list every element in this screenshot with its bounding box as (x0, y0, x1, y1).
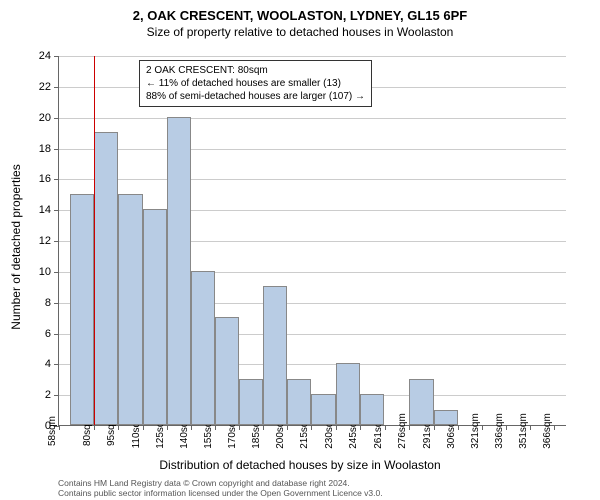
y-tick (54, 118, 59, 119)
histogram-bar (143, 209, 167, 425)
x-tick-label: 351sqm (518, 413, 529, 449)
x-tick-label: 58sqm (47, 416, 58, 446)
x-tick (59, 425, 60, 430)
histogram-bar (360, 394, 384, 425)
x-tick (360, 425, 361, 430)
y-axis-title: Number of detached properties (9, 164, 23, 329)
y-tick-label: 24 (39, 50, 51, 62)
x-tick (167, 425, 168, 430)
x-tick (482, 425, 483, 430)
histogram-bar (191, 271, 215, 425)
histogram-bar (94, 132, 118, 425)
histogram-bar (239, 379, 263, 425)
y-tick-label: 22 (39, 81, 51, 93)
y-tick (54, 87, 59, 88)
histogram-bar (167, 117, 191, 425)
y-tick (54, 303, 59, 304)
gridline (59, 179, 566, 180)
x-tick (239, 425, 240, 430)
x-tick (263, 425, 264, 430)
histogram-bar (409, 379, 433, 425)
y-tick-label: 6 (45, 328, 51, 340)
annotation-line3: 88% of semi-detached houses are larger (… (146, 90, 365, 103)
x-tick (143, 425, 144, 430)
chart-container: 2, OAK CRESCENT, WOOLASTON, LYDNEY, GL15… (0, 0, 600, 500)
x-tick (191, 425, 192, 430)
x-tick (118, 425, 119, 430)
y-tick-label: 12 (39, 235, 51, 247)
y-tick (54, 56, 59, 57)
y-tick-label: 14 (39, 204, 51, 216)
gridline (59, 118, 566, 119)
y-tick (54, 334, 59, 335)
attribution-line1: Contains HM Land Registry data © Crown c… (58, 478, 383, 488)
y-tick-label: 4 (45, 358, 51, 370)
histogram-bar (434, 410, 458, 425)
x-tick-label: 336sqm (494, 413, 505, 449)
gridline (59, 149, 566, 150)
x-tick (287, 425, 288, 430)
x-tick (385, 425, 386, 430)
y-tick-label: 16 (39, 173, 51, 185)
x-tick (458, 425, 459, 430)
y-tick (54, 272, 59, 273)
x-tick-label: 321sqm (470, 413, 481, 449)
histogram-bar (263, 286, 287, 425)
chart-subtitle: Size of property relative to detached ho… (0, 23, 600, 39)
x-axis-title: Distribution of detached houses by size … (159, 458, 440, 472)
y-tick-label: 18 (39, 143, 51, 155)
y-tick-label: 8 (45, 297, 51, 309)
x-tick (554, 425, 555, 430)
chart-title: 2, OAK CRESCENT, WOOLASTON, LYDNEY, GL15… (0, 0, 600, 23)
x-tick (94, 425, 95, 430)
histogram-bar (287, 379, 311, 425)
y-tick-label: 20 (39, 112, 51, 124)
y-tick (54, 395, 59, 396)
histogram-bar (311, 394, 335, 425)
histogram-bar (70, 194, 94, 425)
x-tick (506, 425, 507, 430)
attribution: Contains HM Land Registry data © Crown c… (58, 478, 383, 498)
y-tick-label: 2 (45, 389, 51, 401)
annotation-box: 2 OAK CRESCENT: 80sqm ← 11% of detached … (139, 60, 372, 107)
x-tick (215, 425, 216, 430)
x-tick (530, 425, 531, 430)
reference-line (94, 56, 95, 425)
gridline (59, 56, 566, 57)
plot-area: 2 OAK CRESCENT: 80sqm ← 11% of detached … (58, 56, 566, 426)
y-tick (54, 149, 59, 150)
y-tick (54, 241, 59, 242)
y-tick (54, 210, 59, 211)
y-tick (54, 364, 59, 365)
y-tick (54, 179, 59, 180)
x-tick-label: 366sqm (542, 413, 553, 449)
attribution-line2: Contains public sector information licen… (58, 488, 383, 498)
x-tick (336, 425, 337, 430)
histogram-bar (118, 194, 142, 425)
x-tick (409, 425, 410, 430)
annotation-line2: ← 11% of detached houses are smaller (13… (146, 77, 365, 90)
x-tick (311, 425, 312, 430)
y-tick-label: 10 (39, 266, 51, 278)
histogram-bar (215, 317, 239, 425)
annotation-line1: 2 OAK CRESCENT: 80sqm (146, 64, 365, 77)
x-tick-label: 276sqm (397, 413, 408, 449)
histogram-bar (336, 363, 360, 425)
x-tick (434, 425, 435, 430)
